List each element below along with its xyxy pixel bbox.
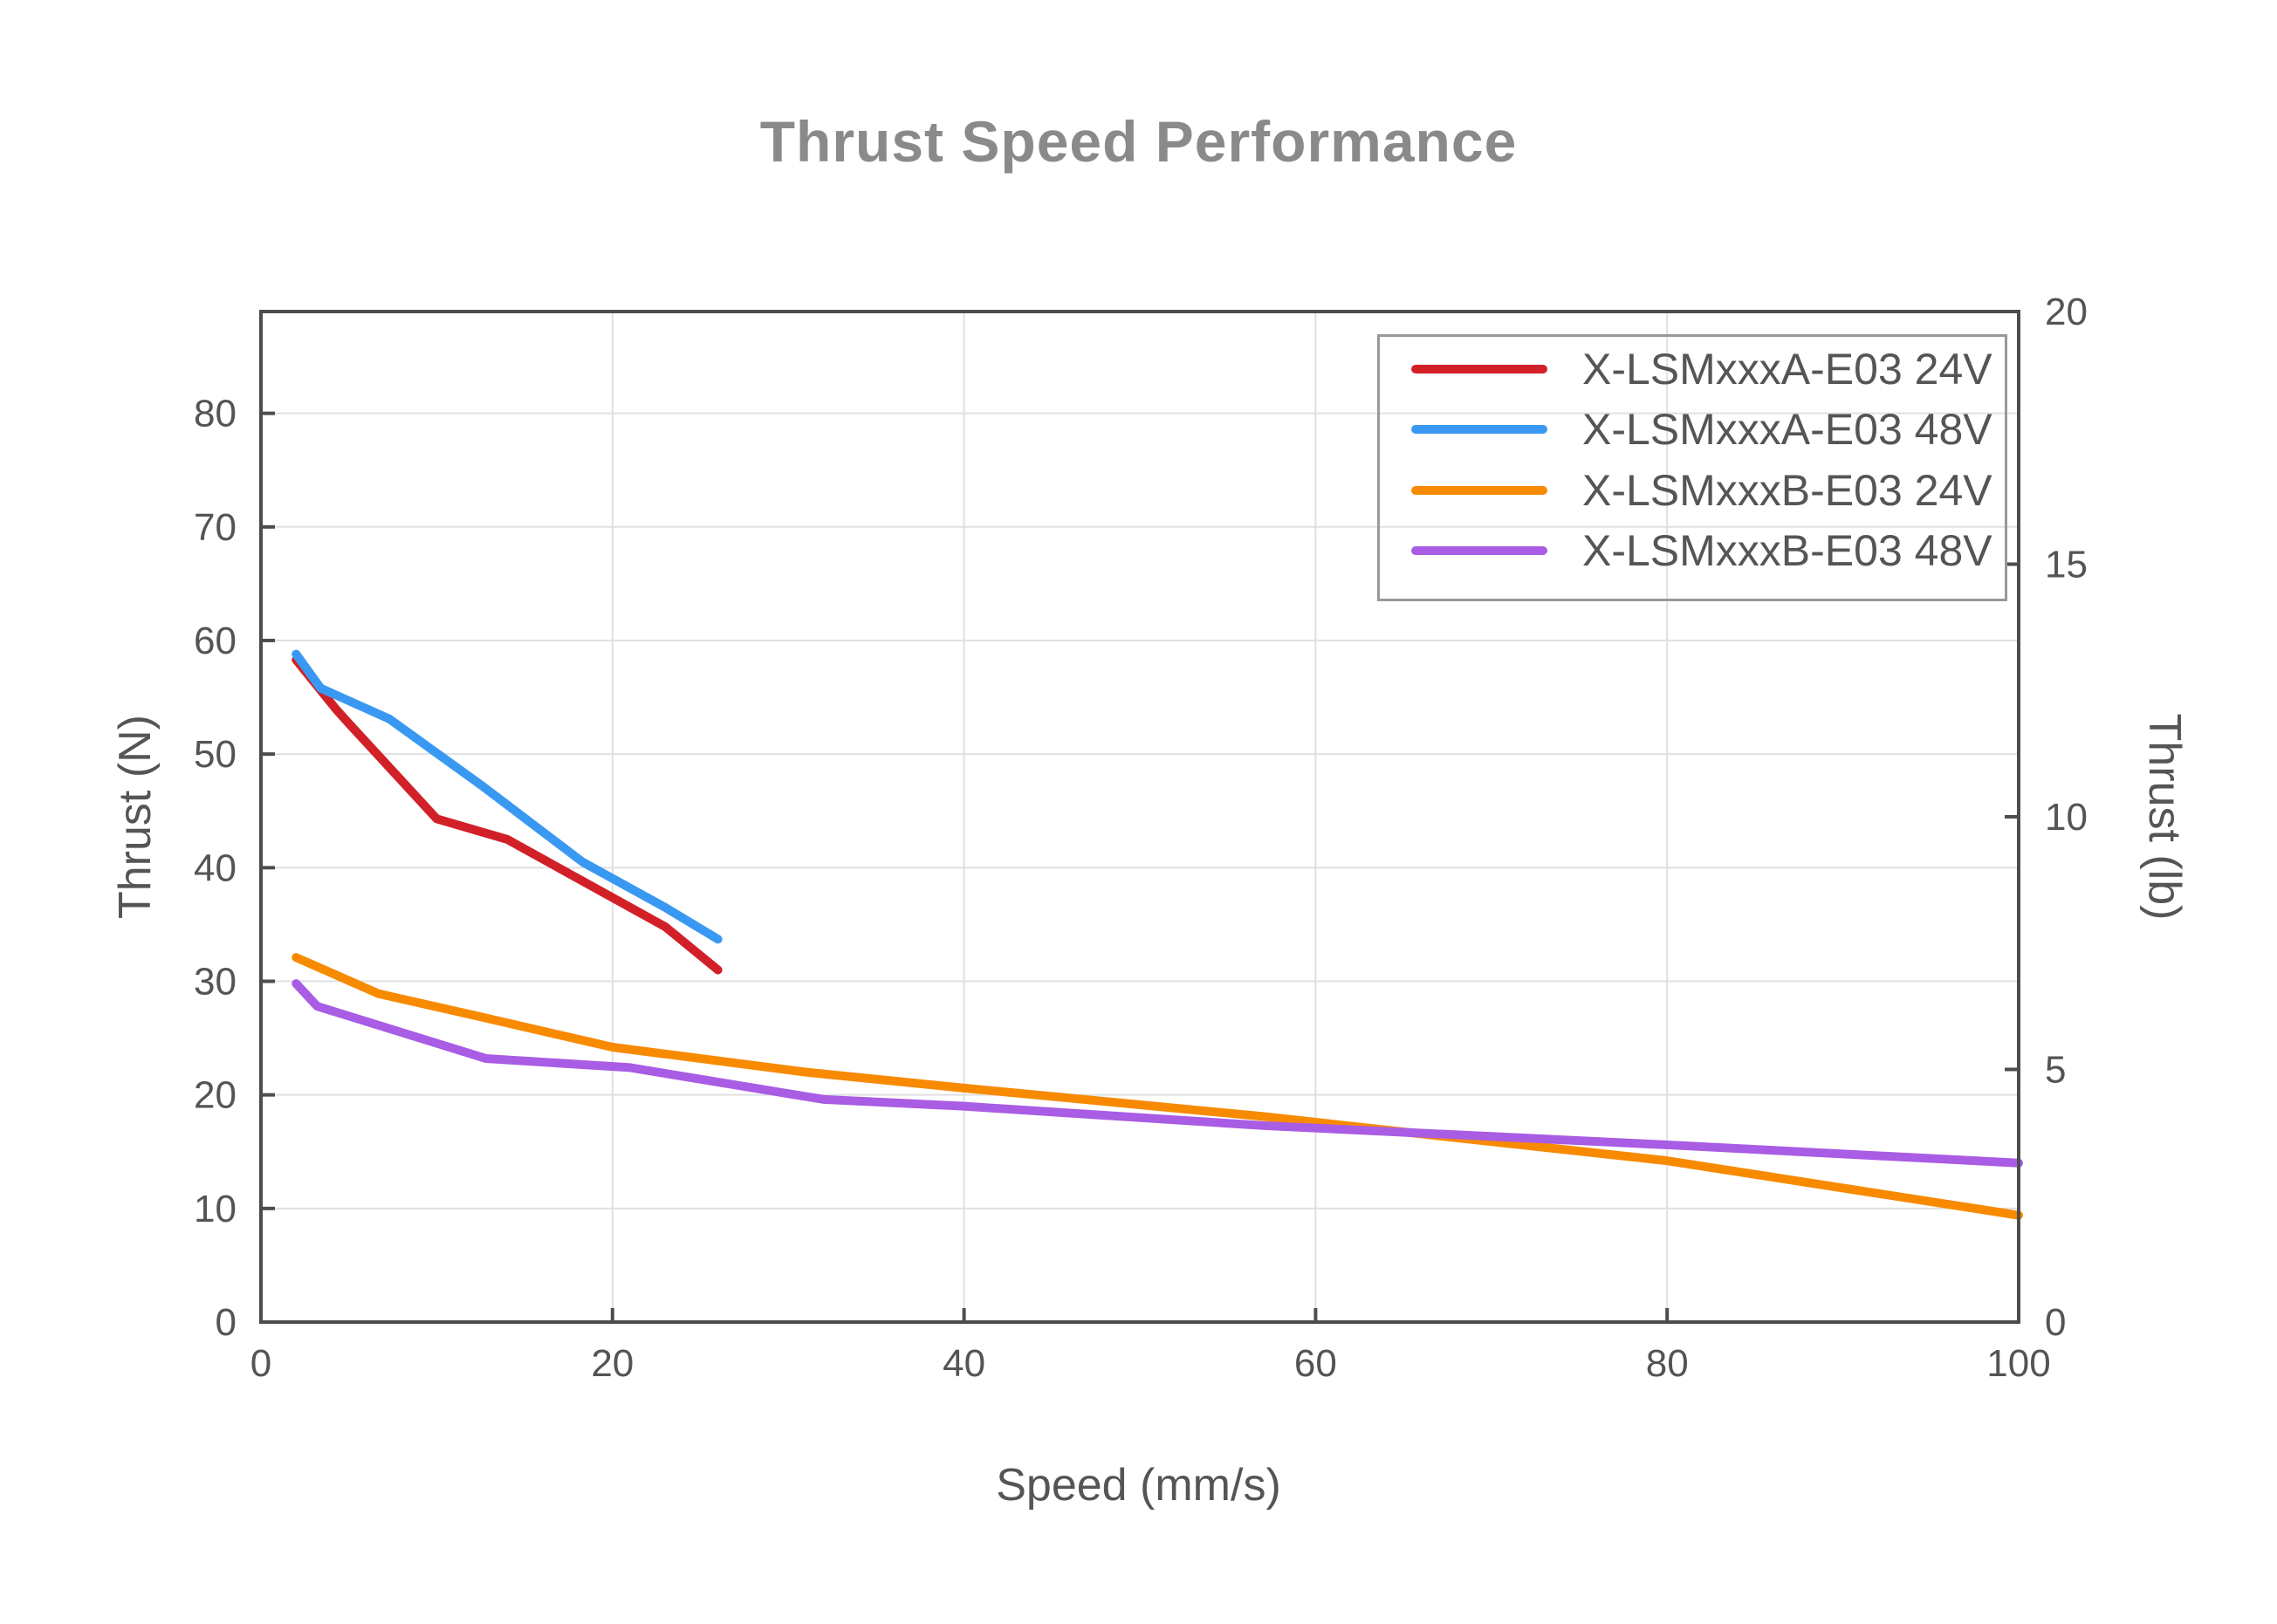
- legend-item: X-LSMxxxB-E03 48V: [1411, 526, 1992, 575]
- x-tick-label: 100: [1986, 1342, 2050, 1385]
- legend-label: X-LSMxxxB-E03 48V: [1582, 526, 1992, 575]
- legend-item: X-LSMxxxA-E03 24V: [1411, 345, 1992, 394]
- y-left-tick-label: 60: [194, 620, 237, 662]
- legend-swatch-purple: [1411, 546, 1547, 555]
- y-left-tick-label: 50: [194, 733, 237, 776]
- legend-item: X-LSMxxxA-E03 48V: [1411, 405, 1992, 454]
- y-left-tick-label: 20: [194, 1074, 237, 1117]
- x-tick-label: 20: [591, 1342, 634, 1385]
- chart-title: Thrust Speed Performance: [759, 109, 1518, 174]
- y-left-tick-label: 10: [194, 1188, 237, 1230]
- y-left-tick-label: 30: [194, 960, 237, 1003]
- legend-swatch-blue: [1411, 425, 1547, 434]
- legend-label: X-LSMxxxB-E03 24V: [1582, 466, 1992, 515]
- y-right-tick-label: 5: [2045, 1049, 2066, 1092]
- y-left-tick-label: 70: [194, 506, 237, 549]
- y-left-axis-title: Thrust (N): [110, 715, 161, 919]
- x-tick-label: 80: [1646, 1342, 1689, 1385]
- y-right-tick-label: 15: [2045, 544, 2088, 586]
- y-left-tick-label: 0: [216, 1301, 237, 1344]
- legend-label: X-LSMxxxA-E03 48V: [1582, 405, 1992, 454]
- legend-swatch-red: [1411, 365, 1547, 373]
- series-line: [291, 649, 723, 944]
- y-right-axis-title: Thrust (lb): [2139, 713, 2190, 921]
- y-right-tick-label: 20: [2045, 291, 2088, 333]
- x-tick-label: 40: [943, 1342, 985, 1385]
- series-line: [291, 979, 2023, 1168]
- x-axis-title: Speed (mm/s): [996, 1460, 1281, 1511]
- y-right-tick-label: 0: [2045, 1301, 2066, 1344]
- y-left-tick-label: 80: [194, 393, 237, 435]
- legend-swatch-orange: [1411, 486, 1547, 495]
- series-line: [291, 655, 723, 975]
- legend-item: X-LSMxxxB-E03 24V: [1411, 466, 1992, 515]
- x-tick-label: 60: [1294, 1342, 1337, 1385]
- x-tick-label: 0: [250, 1342, 271, 1385]
- legend-box: X-LSMxxxA-E03 24V X-LSMxxxA-E03 48V X-LS…: [1377, 334, 2007, 601]
- y-left-tick-label: 40: [194, 846, 237, 889]
- series-line: [291, 953, 2023, 1220]
- legend-label: X-LSMxxxA-E03 24V: [1582, 345, 1992, 394]
- y-right-tick-label: 10: [2045, 796, 2088, 839]
